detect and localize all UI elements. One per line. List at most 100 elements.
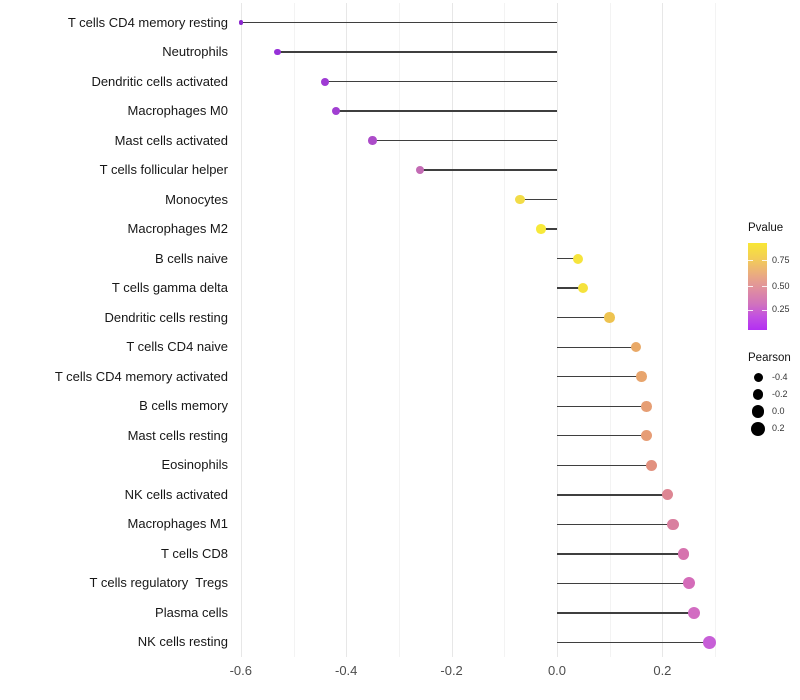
lollipop-stem	[557, 346, 637, 348]
colorbar-tick-label: 0.25	[772, 304, 790, 315]
category-label: T cells CD4 memory resting	[67, 14, 228, 30]
lollipop-stem	[541, 228, 557, 230]
lollipop-dot	[641, 401, 652, 412]
lollipop-dot	[630, 341, 642, 353]
category-label: Plasma cells	[155, 604, 228, 620]
gridline-minor	[504, 3, 506, 657]
pearson-legend-dot	[751, 405, 765, 418]
x-tick-label: 0.2	[653, 663, 672, 678]
lollipop-stem	[557, 257, 579, 260]
pearson-legend-dot	[751, 421, 765, 436]
lollipop-dot	[662, 489, 674, 501]
category-label: NK cells activated	[124, 486, 228, 502]
lollipop-stem	[557, 641, 710, 644]
colorbar-tick-mark	[748, 260, 753, 262]
lollipop-dot	[536, 224, 546, 234]
gridline-major	[662, 3, 664, 657]
category-label: Macrophages M1	[127, 516, 228, 532]
lollipop-stem	[240, 21, 557, 24]
category-label: B cells memory	[139, 398, 228, 414]
pearson-legend-label: 0.2	[772, 423, 785, 434]
category-label: Eosinophils	[161, 457, 229, 473]
gridline-major	[557, 3, 558, 657]
lollipop-stem	[557, 464, 652, 466]
pearson-legend-label: -0.4	[772, 371, 788, 382]
lollipop-stem	[557, 553, 684, 555]
lollipop-dot	[636, 371, 647, 382]
pearson-legend-dot	[753, 372, 763, 382]
category-label: B cells naive	[155, 250, 228, 266]
lollipop-stem	[557, 523, 673, 526]
category-label: Dendritic cells resting	[104, 309, 228, 325]
category-label: Macrophages M0	[127, 103, 228, 119]
pvalue-legend-title: Pvalue	[748, 222, 784, 234]
lollipop-dot	[274, 48, 281, 56]
lollipop-dot	[667, 518, 679, 531]
lollipop-stem	[557, 287, 584, 289]
lollipop-dot	[682, 577, 695, 590]
x-tick-label: -0.4	[334, 663, 358, 678]
category-label: NK cells resting	[137, 634, 228, 650]
category-label: T cells CD4 naive	[126, 339, 228, 355]
lollipop-dot	[677, 548, 690, 560]
colorbar-tick-mark	[762, 260, 767, 262]
category-label: Mast cells resting	[127, 427, 228, 443]
gridline-major	[451, 3, 453, 657]
lollipop-dot	[646, 459, 658, 471]
lollipop-dot	[331, 107, 340, 116]
colorbar-tick-mark	[762, 309, 767, 311]
category-label: Neutrophils	[162, 44, 228, 60]
lollipop-dot	[515, 194, 525, 205]
colorbar-tick-mark	[748, 286, 753, 288]
lollipop-stem	[325, 80, 557, 83]
lollipop-stem	[557, 612, 695, 614]
lollipop-stem	[372, 139, 557, 142]
category-label: Mast cells activated	[114, 132, 228, 148]
category-label: T cells CD4 memory activated	[54, 368, 228, 384]
category-label: Macrophages M2	[127, 221, 228, 237]
lollipop-stem	[557, 435, 647, 437]
gridline-minor	[609, 3, 611, 657]
lollipop-dot	[238, 20, 244, 25]
category-label: T cells gamma delta	[111, 280, 228, 296]
lollipop-dot	[321, 77, 330, 86]
lollipop-stem	[520, 198, 557, 201]
gridline-major	[346, 3, 348, 657]
lollipop-dot	[641, 430, 653, 442]
pearson-legend-label: 0.0	[772, 406, 785, 417]
category-label: T cells regulatory Tregs	[89, 575, 228, 591]
lollipop-stem	[557, 317, 610, 319]
lollipop-stem	[335, 110, 557, 112]
lollipop-dot	[703, 635, 717, 649]
lollipop-stem	[557, 376, 642, 378]
gridline-minor	[398, 3, 400, 657]
lollipop-dot	[368, 136, 377, 145]
lollipop-stem	[557, 582, 689, 585]
lollipop-stem	[419, 169, 557, 171]
category-label: T cells CD8	[161, 545, 228, 561]
lollipop-dot	[578, 283, 589, 294]
pearson-legend-label: -0.2	[772, 388, 788, 399]
pearson-legend-dot	[752, 389, 764, 400]
lollipop-dot	[604, 312, 615, 323]
colorbar-tick-label: 0.50	[772, 280, 790, 291]
category-label: Dendritic cells activated	[91, 73, 228, 89]
colorbar-tick-mark	[748, 309, 753, 311]
x-tick-label: -0.2	[440, 663, 463, 678]
lollipop-dot	[415, 165, 425, 175]
colorbar-tick-label: 0.75	[772, 254, 790, 265]
gridline-major	[240, 3, 242, 657]
gridline-minor	[715, 3, 717, 657]
x-tick-label: -0.6	[229, 663, 252, 678]
lollipop-stem	[277, 51, 557, 53]
lollipop-stem	[557, 405, 647, 407]
category-label: T cells follicular helper	[99, 162, 228, 178]
pvalue-colorbar	[748, 243, 767, 330]
lollipop-dot	[688, 606, 701, 619]
category-label: Monocytes	[165, 191, 228, 207]
pearson-legend-title: Pearson	[748, 352, 791, 364]
lollipop-stem	[557, 494, 668, 496]
colorbar-tick-mark	[762, 286, 767, 288]
gridline-minor	[293, 3, 295, 657]
